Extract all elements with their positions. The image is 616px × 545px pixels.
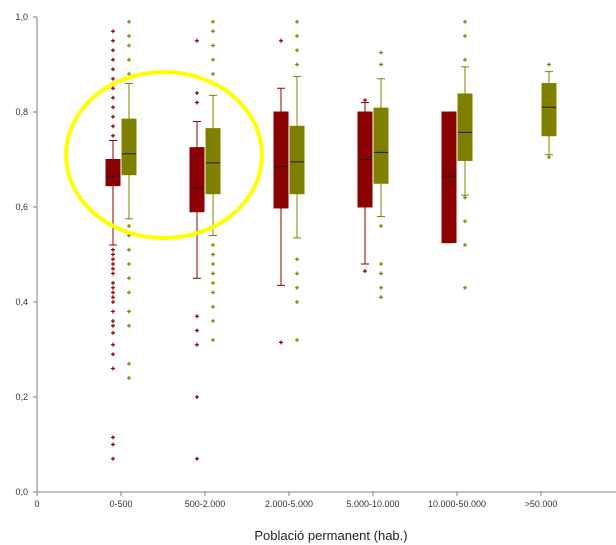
y-axis-ticks: 0,0 0,2 0,4 0,6 0,8 1,0 bbox=[15, 12, 37, 497]
box bbox=[373, 107, 389, 184]
box-group bbox=[121, 19, 137, 380]
box-group bbox=[457, 19, 473, 290]
x-tick-label: 2.000-5.000 bbox=[265, 499, 313, 509]
box-group bbox=[273, 38, 289, 345]
y-tick-label: 0,2 bbox=[15, 392, 28, 402]
box-group bbox=[189, 38, 205, 461]
box bbox=[541, 83, 557, 137]
x-tick-label: >50.000 bbox=[525, 499, 558, 509]
box-group bbox=[357, 98, 373, 274]
y-tick-label: 0,6 bbox=[15, 202, 28, 212]
x-axis-ticks: 0 0-500 500-2.000 2.000-5.000 5.000-10.000 10… bbox=[34, 492, 557, 509]
axes bbox=[36, 17, 616, 493]
box bbox=[121, 118, 137, 176]
box bbox=[189, 147, 205, 213]
y-tick-label: 0,0 bbox=[15, 487, 28, 497]
box bbox=[273, 111, 289, 209]
box-group bbox=[205, 19, 221, 342]
box bbox=[441, 111, 457, 244]
box-group bbox=[289, 19, 305, 342]
box bbox=[457, 93, 473, 161]
y-tick-label: 0,8 bbox=[15, 107, 28, 117]
x-tick-label: 5.000-10.000 bbox=[346, 499, 399, 509]
box bbox=[289, 125, 305, 195]
x-tick-label: 500-2.000 bbox=[185, 499, 226, 509]
box-group bbox=[441, 111, 457, 244]
box bbox=[205, 128, 221, 195]
x-tick-label: 0-500 bbox=[109, 499, 132, 509]
box-group bbox=[541, 62, 557, 160]
y-tick-label: 1,0 bbox=[15, 12, 28, 22]
box-group bbox=[373, 50, 389, 300]
x-axis-title: Població permanent (hab.) bbox=[254, 528, 407, 543]
box-plot-series bbox=[105, 19, 557, 461]
box-group bbox=[105, 29, 121, 461]
x-tick-label: 0 bbox=[34, 499, 39, 509]
y-tick-label: 0,4 bbox=[15, 297, 28, 307]
box bbox=[105, 159, 121, 187]
highlight-ellipse bbox=[64, 70, 264, 240]
x-tick-label: 10.000-50.000 bbox=[428, 499, 486, 509]
